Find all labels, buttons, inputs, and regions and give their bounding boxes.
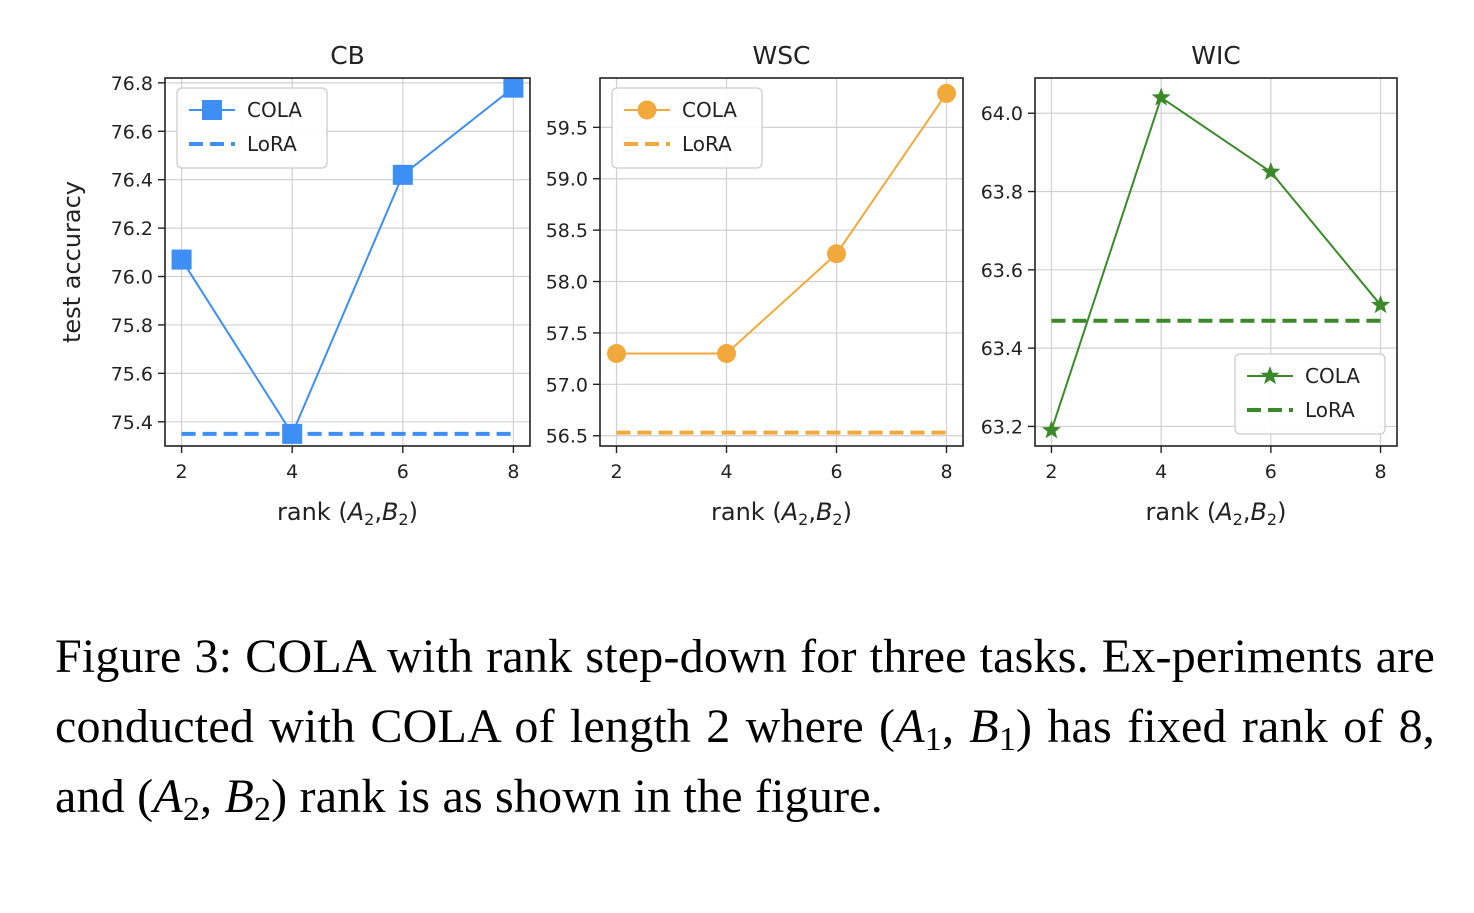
plot-frame — [164, 77, 531, 447]
y-tick-label: 58.5 — [546, 220, 588, 242]
legend: COLA LoRA — [176, 87, 328, 169]
y-tick-label: 57.0 — [546, 374, 588, 396]
series-line-cola — [616, 92, 948, 355]
y-tick-label: 59.5 — [546, 117, 588, 139]
y-tick-label: 63.4 — [981, 338, 1023, 360]
data-point-cola — [717, 343, 736, 363]
plot-frame — [599, 77, 964, 447]
x-axis-label: rank (A2,B2) — [1146, 498, 1287, 529]
series-line-cola — [180, 86, 515, 437]
y-tick-label: 75.4 — [111, 412, 153, 434]
caption-segment: B — [969, 700, 999, 753]
data-point-cola — [937, 83, 956, 103]
x-tick-label: 2 — [1045, 461, 1057, 483]
legend-label-lora: LoRA — [247, 132, 297, 156]
x-axis-label: rank (A2,B2) — [711, 498, 852, 529]
caption-segment: ) rank is as shown in the figure. — [271, 770, 883, 823]
chart-panel-wic: 2 4 6 8 63.2 63.4 63.6 63.8 64.0 WIC rank (A2,B2) C… — [981, 41, 1398, 529]
x-tick-label: 2 — [610, 461, 622, 483]
x-tick-label: 8 — [940, 461, 952, 483]
x-tick-label: 8 — [507, 461, 519, 483]
y-tick-label: 76.2 — [111, 218, 153, 240]
data-point-cola — [1261, 161, 1281, 181]
panel-title: CB — [330, 41, 365, 70]
caption-segment: , — [941, 700, 970, 753]
data-point-cola — [1041, 420, 1061, 439]
data-point-cola — [1371, 295, 1391, 314]
legend-label-cola: COLA — [247, 98, 302, 122]
legend-marker-cola — [202, 100, 222, 120]
y-tick-label: 75.8 — [111, 315, 153, 337]
data-point-cola — [503, 77, 524, 98]
x-tick-label: 4 — [720, 461, 732, 483]
y-tick-label: 76.0 — [111, 267, 153, 289]
data-point-cola — [1151, 87, 1171, 106]
x-tick-label: 4 — [286, 461, 298, 483]
caption-segment: Figure 3: COLA with rank step-down for t… — [55, 630, 1435, 753]
x-tick-label: 6 — [397, 461, 409, 483]
y-tick-label: 63.8 — [981, 182, 1023, 204]
caption-segment: A — [153, 770, 183, 823]
x-tick-label: 2 — [176, 461, 188, 483]
caption-segment: ) has fixed rank of 8, and ( — [55, 700, 1435, 823]
y-tick-label: 56.5 — [546, 426, 588, 448]
y-tick-label: 57.5 — [546, 323, 588, 345]
x-axis-label: rank (A2,B2) — [277, 498, 418, 529]
x-tick-label: 8 — [1374, 461, 1386, 483]
caption-segment: B — [224, 770, 254, 823]
y-tick-label: 76.8 — [111, 73, 153, 95]
caption-segment: 1 — [998, 721, 1017, 758]
y-tick-label: 58.0 — [546, 272, 588, 294]
legend-label-lora: LoRA — [1305, 398, 1355, 422]
data-point-cola — [392, 164, 413, 185]
chart-panel-wsc: 2 4 6 8 56.5 57.0 57.5 58.0 58.5 59.0 59.5 WSC rank … — [546, 41, 964, 529]
x-tick-label: 4 — [1155, 461, 1167, 483]
legend: COLA LoRA — [611, 87, 763, 169]
legend: COLA LoRA — [1234, 353, 1386, 435]
series-line-cola — [1050, 95, 1382, 431]
figure-canvas: 2 4 6 8 75.4 75.6 75.8 76.0 76.2 76.4 76.6 76.8 CB ra… — [58, 41, 1398, 529]
panel-title: WIC — [1191, 41, 1241, 70]
data-point-cola — [827, 244, 846, 264]
legend-marker-cola — [637, 100, 657, 120]
figure-caption: Figure 3: COLA with rank step-down for t… — [55, 622, 1435, 832]
legend-label-cola: COLA — [682, 98, 737, 122]
legend-label-cola: COLA — [1305, 364, 1360, 388]
y-tick-label: 64.0 — [981, 103, 1023, 125]
x-tick-label: 6 — [1265, 461, 1277, 483]
y-tick-label: 63.6 — [981, 260, 1023, 282]
figure: 2 4 6 8 75.4 75.6 75.8 76.0 76.2 76.4 76.6 76.8 CB ra… — [58, 41, 1398, 529]
caption-segment: 2 — [253, 791, 272, 828]
y-tick-label: 76.4 — [111, 170, 153, 192]
caption-segment: 2 — [182, 791, 201, 828]
y-tick-label: 59.0 — [546, 169, 588, 191]
caption-segment: 1 — [924, 721, 942, 758]
data-point-cola — [171, 249, 192, 270]
y-tick-label: 75.6 — [111, 363, 153, 385]
x-tick-label: 6 — [830, 461, 842, 483]
panel-title: WSC — [752, 41, 810, 70]
y-tick-label: 76.6 — [111, 121, 153, 143]
y-tick-label: 63.2 — [981, 416, 1023, 438]
legend-marker-cola — [1260, 366, 1280, 385]
caption-segment: A — [895, 700, 925, 753]
caption-segment: , — [200, 770, 225, 823]
plot-frame — [1034, 77, 1398, 447]
data-point-cola — [607, 343, 626, 363]
legend-label-lora: LoRA — [682, 132, 732, 156]
chart-panel-cb: 2 4 6 8 75.4 75.6 75.8 76.0 76.2 76.4 76.6 76.8 CB ra… — [58, 41, 531, 529]
y-axis-label: test accuracy — [58, 181, 86, 343]
